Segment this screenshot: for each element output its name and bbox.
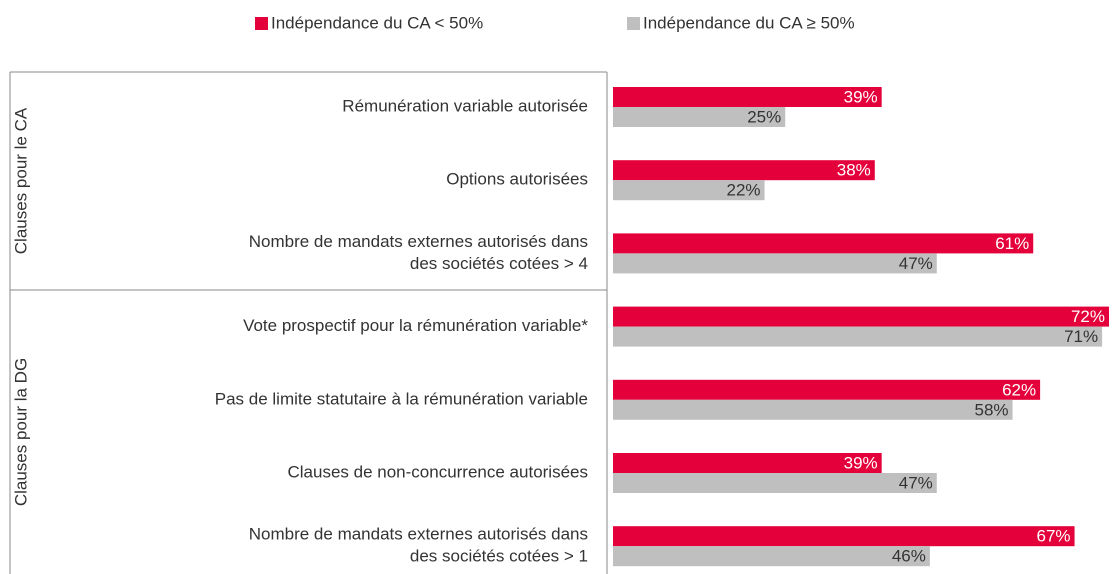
bar	[613, 399, 1013, 420]
value-label: 61%	[995, 234, 1029, 253]
value-label: 47%	[899, 254, 933, 273]
bar	[613, 180, 765, 201]
value-label: 25%	[747, 107, 781, 126]
bar	[613, 453, 882, 473]
bar	[613, 107, 786, 127]
bar	[613, 306, 1109, 327]
legend-label: Indépendance du CA ≥ 50%	[643, 13, 855, 32]
value-label: 39%	[844, 87, 878, 106]
bar	[613, 379, 1041, 400]
legend-label: Indépendance du CA < 50%	[271, 13, 483, 32]
bar	[613, 546, 930, 567]
value-label: 62%	[1002, 380, 1036, 399]
bar	[613, 233, 1034, 254]
value-label: 22%	[727, 181, 761, 200]
value-label: 71%	[1064, 327, 1098, 346]
bar	[613, 87, 882, 107]
category-label: Nombre de mandats externes autorisés dan…	[249, 232, 588, 251]
category-label: Clauses de non-concurrence autorisées	[287, 462, 588, 481]
category-label: des sociétés cotées > 4	[410, 254, 588, 273]
bar	[613, 253, 937, 274]
value-label: 46%	[892, 547, 926, 566]
category-label: Nombre de mandats externes autorisés dan…	[249, 525, 588, 544]
bar	[613, 473, 937, 493]
value-label: 47%	[899, 473, 933, 492]
group-label: Clauses pour le CA	[11, 107, 30, 254]
category-label: Vote prospectif pour la rémunération var…	[243, 316, 588, 335]
bar	[613, 160, 875, 181]
value-label: 39%	[844, 453, 878, 472]
category-label: des sociétés cotées > 1	[410, 547, 588, 566]
value-label: 38%	[837, 161, 871, 180]
category-label: Options autorisées	[446, 170, 588, 189]
value-label: 58%	[975, 400, 1009, 419]
legend-swatch	[255, 17, 268, 30]
bar	[613, 326, 1103, 347]
group-label: Clauses pour la DG	[11, 358, 30, 506]
bar	[613, 526, 1075, 547]
category-label: Rémunération variable autorisée	[342, 96, 588, 115]
value-label: 72%	[1071, 307, 1105, 326]
legend-swatch	[627, 17, 640, 30]
category-label: Pas de limite statutaire à la rémunérati…	[215, 389, 588, 408]
value-label: 67%	[1037, 527, 1071, 546]
